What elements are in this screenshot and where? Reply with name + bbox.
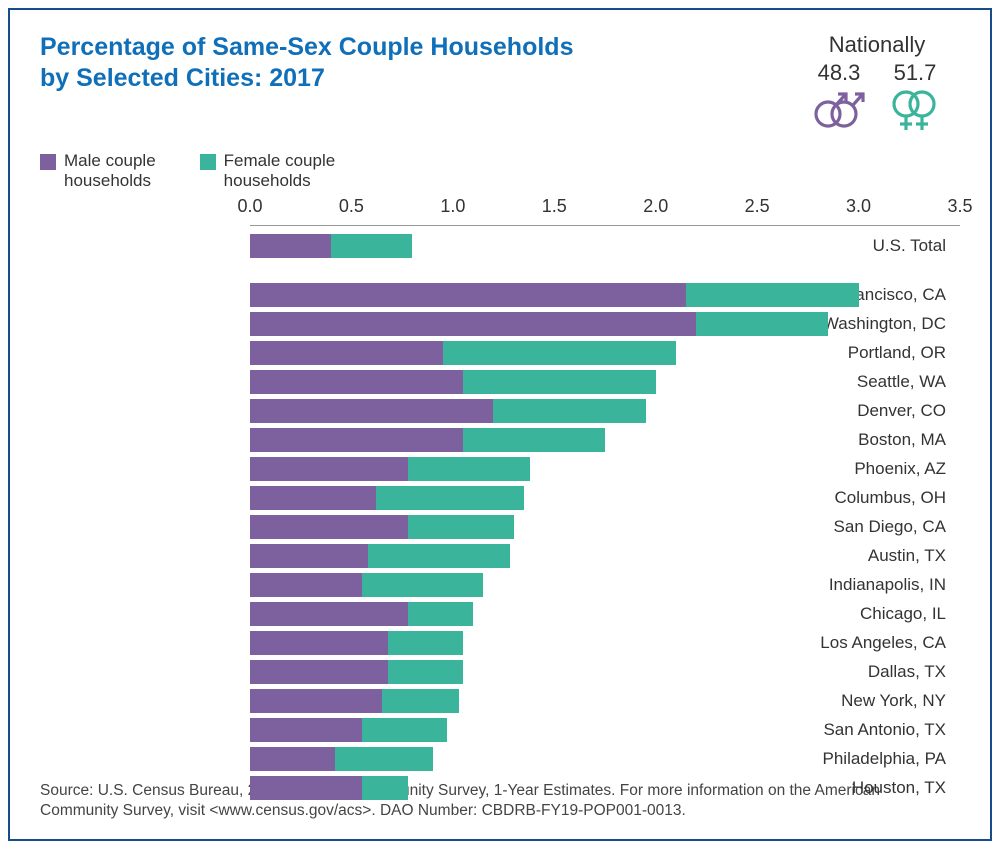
x-tick: 0.0 <box>237 196 262 217</box>
bar-row <box>250 341 960 365</box>
bar-row <box>250 573 960 597</box>
x-tick: 0.5 <box>339 196 364 217</box>
bar-male <box>250 428 463 452</box>
bar-male <box>250 544 368 568</box>
bar-female <box>368 544 510 568</box>
bar-female <box>362 776 409 800</box>
y-labels-column: U.S. TotalSan Francisco, CAWashington, D… <box>40 196 250 770</box>
x-axis: 0.00.51.01.52.02.53.03.5 <box>250 196 960 226</box>
bar-male <box>250 747 335 771</box>
bar-male <box>250 341 443 365</box>
plot-column: 0.00.51.01.52.02.53.03.5 <box>250 196 960 770</box>
bar-male <box>250 660 388 684</box>
national-label: Nationally <box>810 32 944 58</box>
x-tick: 2.0 <box>643 196 668 217</box>
bar-female <box>388 631 463 655</box>
bar-male <box>250 457 408 481</box>
national-icons <box>810 88 944 137</box>
bar-male <box>250 602 408 626</box>
bar-row <box>250 718 960 742</box>
legend-female: Female couple households <box>200 151 336 190</box>
bar-male <box>250 573 362 597</box>
title-line-1: Percentage of Same-Sex Couple Households <box>40 33 573 61</box>
bar-female <box>493 399 645 423</box>
bar-male <box>250 631 388 655</box>
bar-female <box>382 689 459 713</box>
national-female-value: 51.7 <box>886 60 944 86</box>
legend-female-line2: households <box>224 171 311 190</box>
national-male-value: 48.3 <box>810 60 868 86</box>
header-row: Percentage of Same-Sex Couple Households… <box>40 32 960 137</box>
x-tick: 2.5 <box>745 196 770 217</box>
bar-female <box>362 718 447 742</box>
x-tick: 3.0 <box>846 196 871 217</box>
bar-row <box>250 776 960 800</box>
bar-row <box>250 486 960 510</box>
bar-row <box>250 631 960 655</box>
bar-male <box>250 718 362 742</box>
bar-row <box>250 457 960 481</box>
legend-male-line1: Male couple <box>64 151 156 170</box>
bar-female <box>376 486 524 510</box>
bar-male <box>250 399 493 423</box>
bar-female <box>408 602 473 626</box>
bar-male <box>250 515 408 539</box>
bar-male <box>250 312 696 336</box>
bar-row <box>250 234 960 258</box>
x-tick: 1.0 <box>440 196 465 217</box>
bar-male <box>250 486 376 510</box>
bar-female <box>463 370 656 394</box>
legend-male-line2: households <box>64 171 151 190</box>
bar-female <box>463 428 605 452</box>
x-tick: 3.5 <box>947 196 972 217</box>
bar-female <box>362 573 484 597</box>
bar-row <box>250 370 960 394</box>
legend-male-swatch <box>40 154 56 170</box>
bar-row <box>250 747 960 771</box>
bar-male <box>250 689 382 713</box>
title-line-2: by Selected Cities: 2017 <box>40 64 325 92</box>
bar-row <box>250 399 960 423</box>
legend-female-swatch <box>200 154 216 170</box>
bar-row <box>250 689 960 713</box>
bar-row <box>250 428 960 452</box>
x-tick: 1.5 <box>542 196 567 217</box>
bar-row <box>250 283 960 307</box>
legend: Male couple households Female couple hou… <box>40 151 960 190</box>
bar-row <box>250 312 960 336</box>
bar-female <box>443 341 676 365</box>
bar-row <box>250 515 960 539</box>
bar-female <box>335 747 432 771</box>
legend-female-line1: Female couple <box>224 151 336 170</box>
national-block: Nationally 48.3 51.7 <box>810 32 960 137</box>
chart-frame: Percentage of Same-Sex Couple Households… <box>8 8 992 841</box>
bar-female <box>388 660 463 684</box>
bar-male <box>250 776 362 800</box>
legend-male: Male couple households <box>40 151 156 190</box>
bar-female <box>696 312 828 336</box>
bar-female <box>686 283 858 307</box>
bar-male <box>250 283 686 307</box>
bar-female <box>408 515 513 539</box>
chart-area: U.S. TotalSan Francisco, CAWashington, D… <box>40 196 960 770</box>
bar-row <box>250 602 960 626</box>
chart-title: Percentage of Same-Sex Couple Households… <box>40 32 573 137</box>
bar-row <box>250 544 960 568</box>
bar-female <box>331 234 412 258</box>
bar-female <box>408 457 530 481</box>
bar-male <box>250 234 331 258</box>
bar-male <box>250 370 463 394</box>
bars-container <box>250 226 960 770</box>
bar-row <box>250 660 960 684</box>
national-values: 48.3 51.7 <box>810 60 944 86</box>
female-female-icon <box>886 88 944 137</box>
male-male-icon <box>810 88 868 137</box>
